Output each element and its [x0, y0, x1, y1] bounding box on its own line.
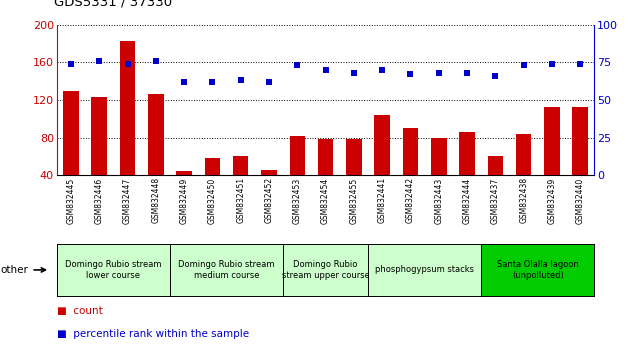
Text: Domingo Rubio stream
lower course: Domingo Rubio stream lower course: [65, 260, 162, 280]
Bar: [233, 156, 249, 213]
Point: [490, 73, 500, 79]
Point: [264, 79, 274, 85]
Bar: [403, 128, 418, 213]
Bar: [488, 156, 503, 213]
Text: other: other: [1, 265, 45, 275]
Text: GDS5331 / 37330: GDS5331 / 37330: [54, 0, 172, 9]
Text: GSM832454: GSM832454: [321, 177, 330, 223]
Point: [349, 70, 359, 76]
Bar: [261, 170, 277, 213]
Text: GSM832440: GSM832440: [575, 177, 585, 223]
Text: GSM832453: GSM832453: [293, 177, 302, 223]
Text: ■  count: ■ count: [57, 306, 103, 316]
Bar: [120, 41, 135, 213]
Text: GSM832447: GSM832447: [123, 177, 132, 223]
Bar: [204, 158, 220, 213]
Point: [208, 79, 218, 85]
Text: GSM832445: GSM832445: [66, 177, 76, 223]
Text: GSM832448: GSM832448: [151, 177, 160, 223]
Point: [179, 79, 189, 85]
Bar: [431, 138, 447, 213]
Bar: [459, 132, 475, 213]
Text: GSM832444: GSM832444: [463, 177, 471, 223]
Text: GSM832446: GSM832446: [95, 177, 103, 223]
Text: GSM832450: GSM832450: [208, 177, 217, 223]
Point: [292, 63, 302, 68]
Text: GSM832441: GSM832441: [378, 177, 387, 223]
Bar: [290, 136, 305, 213]
Point: [547, 61, 557, 67]
Bar: [544, 107, 560, 213]
Bar: [91, 97, 107, 213]
Bar: [374, 115, 390, 213]
Point: [151, 58, 161, 64]
Point: [122, 61, 133, 67]
Point: [575, 61, 586, 67]
Bar: [516, 134, 531, 213]
Text: Domingo Rubio stream
medium course: Domingo Rubio stream medium course: [179, 260, 275, 280]
Point: [66, 61, 76, 67]
Text: GSM832442: GSM832442: [406, 177, 415, 223]
Text: phosphogypsum stacks: phosphogypsum stacks: [375, 266, 474, 274]
Point: [94, 58, 104, 64]
Bar: [318, 139, 333, 213]
Bar: [63, 91, 79, 213]
Text: GSM832452: GSM832452: [264, 177, 273, 223]
Text: ■  percentile rank within the sample: ■ percentile rank within the sample: [57, 329, 249, 339]
Text: GSM832449: GSM832449: [180, 177, 189, 223]
Point: [235, 78, 245, 83]
Bar: [346, 139, 362, 213]
Text: Santa Olalla lagoon
(unpolluted): Santa Olalla lagoon (unpolluted): [497, 260, 579, 280]
Point: [433, 70, 444, 76]
Point: [321, 67, 331, 73]
Text: GSM832443: GSM832443: [434, 177, 443, 223]
Text: GSM832451: GSM832451: [236, 177, 245, 223]
Text: GSM832438: GSM832438: [519, 177, 528, 223]
Bar: [572, 107, 588, 213]
Point: [406, 72, 416, 77]
Point: [519, 63, 529, 68]
Text: Domingo Rubio
stream upper course: Domingo Rubio stream upper course: [281, 260, 370, 280]
Text: GSM832437: GSM832437: [491, 177, 500, 223]
Bar: [148, 95, 163, 213]
Text: GSM832439: GSM832439: [548, 177, 557, 223]
Bar: [176, 171, 192, 213]
Point: [377, 67, 387, 73]
Text: GSM832455: GSM832455: [350, 177, 358, 223]
Point: [462, 70, 472, 76]
